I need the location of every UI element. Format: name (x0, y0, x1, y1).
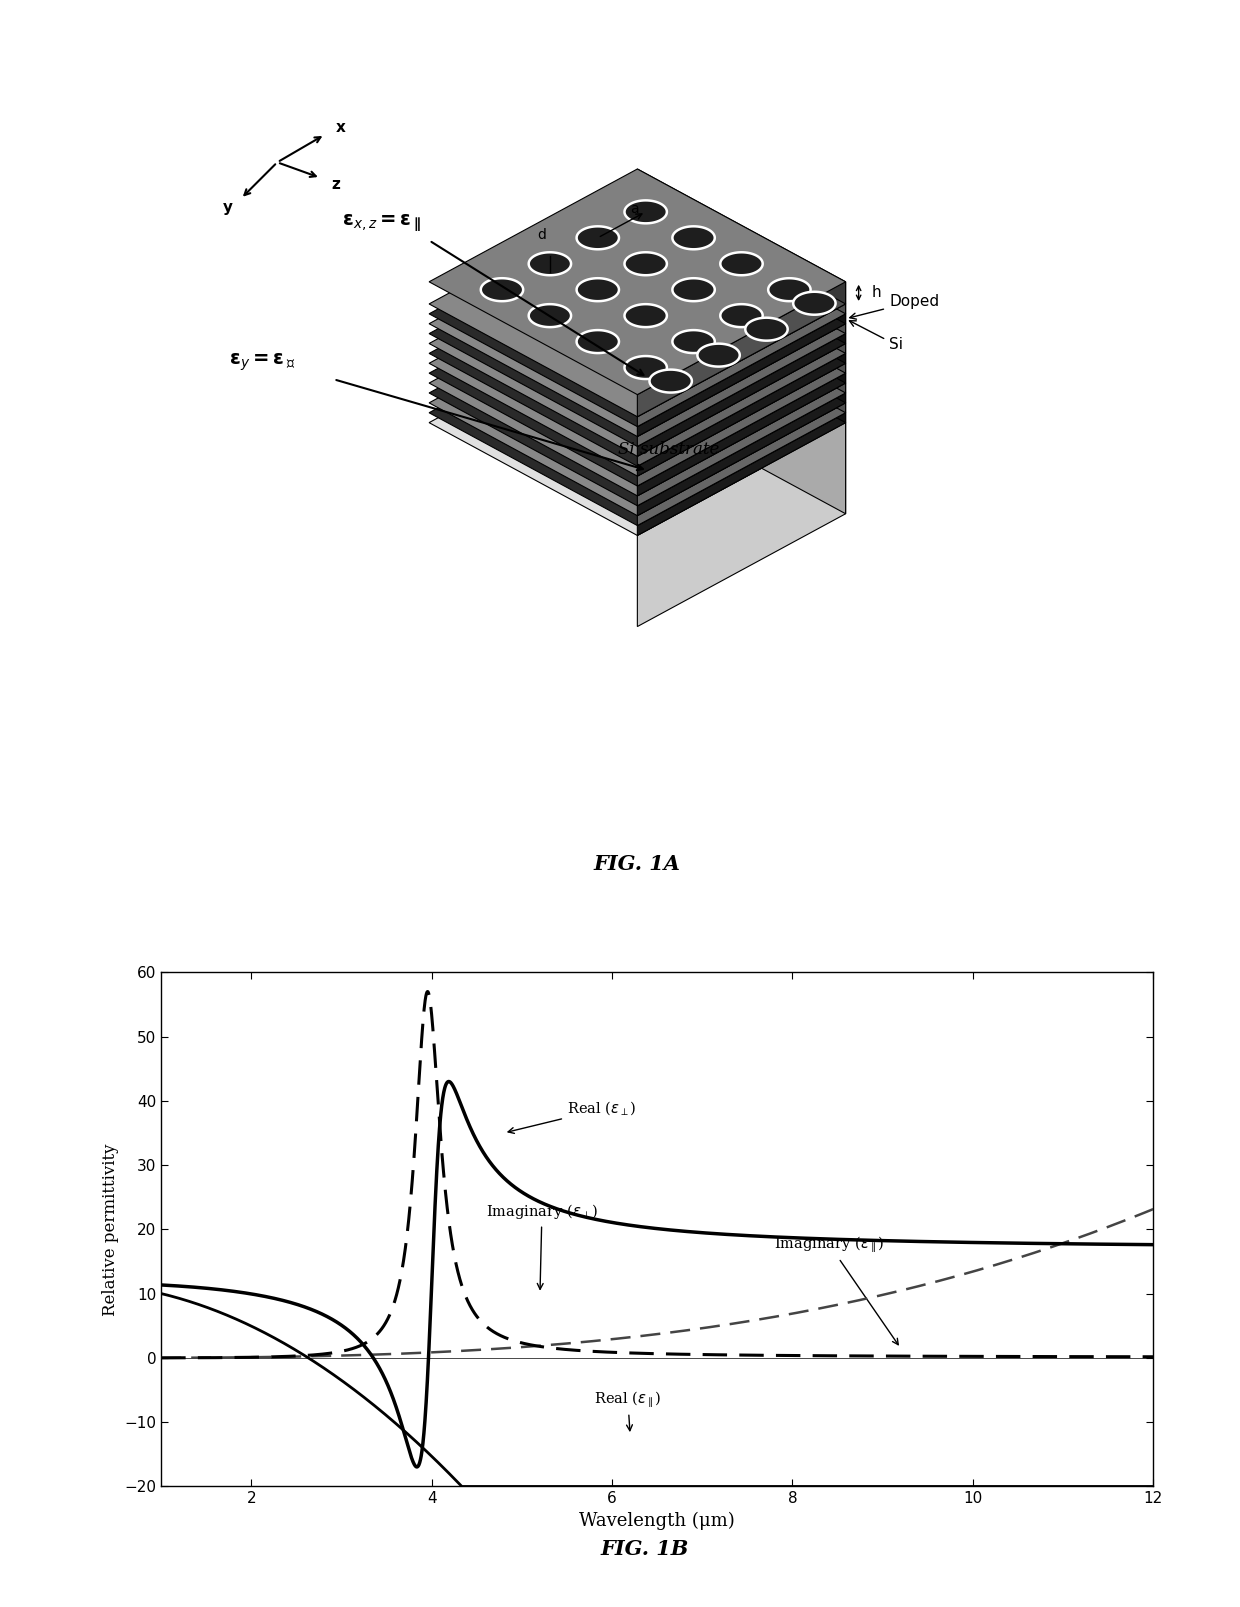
Polygon shape (637, 270, 846, 394)
Polygon shape (637, 313, 846, 437)
Polygon shape (625, 252, 667, 275)
Polygon shape (429, 231, 846, 456)
Text: Real ($\varepsilon_\perp$): Real ($\varepsilon_\perp$) (508, 1099, 636, 1133)
Polygon shape (637, 323, 846, 447)
Text: $\boldsymbol{\varepsilon}_{x,z}$$\mathbf{=\varepsilon_{\parallel}}$: $\boldsymbol{\varepsilon}_{x,z}$$\mathbf… (342, 212, 422, 233)
Polygon shape (637, 301, 846, 423)
Polygon shape (745, 318, 787, 341)
Polygon shape (637, 334, 846, 456)
Polygon shape (429, 301, 846, 525)
Text: z: z (332, 177, 341, 193)
Polygon shape (429, 191, 846, 416)
Text: Real ($\varepsilon_{\parallel}$): Real ($\varepsilon_{\parallel}$) (594, 1388, 662, 1430)
Polygon shape (637, 304, 846, 426)
Polygon shape (577, 278, 619, 301)
Polygon shape (637, 241, 846, 363)
Polygon shape (637, 281, 846, 416)
Polygon shape (794, 292, 836, 315)
Polygon shape (429, 260, 846, 485)
Text: FIG. 1B: FIG. 1B (600, 1540, 689, 1559)
Polygon shape (769, 278, 811, 301)
Polygon shape (637, 363, 846, 485)
Polygon shape (637, 201, 846, 323)
Polygon shape (577, 329, 619, 354)
Polygon shape (528, 304, 572, 328)
Polygon shape (637, 231, 846, 354)
Polygon shape (637, 310, 846, 514)
Polygon shape (625, 304, 667, 328)
Polygon shape (637, 289, 846, 413)
Text: Si: Si (849, 321, 903, 352)
Polygon shape (429, 241, 846, 466)
Polygon shape (720, 304, 763, 328)
X-axis label: Wavelength (μm): Wavelength (μm) (579, 1512, 735, 1530)
Polygon shape (481, 278, 523, 301)
Text: Si substrate: Si substrate (618, 442, 719, 458)
Text: Doped: Doped (849, 294, 939, 320)
Polygon shape (720, 252, 763, 275)
Polygon shape (429, 211, 846, 437)
Polygon shape (625, 357, 667, 379)
Polygon shape (637, 191, 846, 313)
Polygon shape (637, 280, 846, 403)
Polygon shape (637, 220, 846, 344)
Polygon shape (429, 220, 846, 447)
Polygon shape (697, 344, 740, 366)
Polygon shape (429, 270, 846, 497)
Polygon shape (637, 344, 846, 466)
Polygon shape (625, 201, 667, 223)
Polygon shape (672, 227, 714, 249)
Polygon shape (429, 251, 846, 476)
Polygon shape (429, 280, 846, 506)
Text: $\boldsymbol{\varepsilon}_{y}$$\mathbf{=\varepsilon_{\perp}}$: $\boldsymbol{\varepsilon}_{y}$$\mathbf{=… (229, 352, 296, 373)
Polygon shape (429, 289, 846, 516)
Polygon shape (637, 403, 846, 525)
Text: a: a (630, 202, 639, 217)
Polygon shape (429, 201, 846, 426)
Text: x: x (336, 121, 346, 135)
Polygon shape (637, 169, 846, 304)
Polygon shape (637, 251, 846, 373)
Polygon shape (637, 354, 846, 476)
Polygon shape (637, 413, 846, 535)
Polygon shape (637, 394, 846, 516)
Polygon shape (637, 373, 846, 497)
Polygon shape (429, 310, 846, 535)
Polygon shape (528, 252, 572, 275)
Polygon shape (637, 423, 846, 627)
Polygon shape (577, 227, 619, 249)
Text: Imaginary ($\varepsilon_{\parallel}$): Imaginary ($\varepsilon_{\parallel}$) (775, 1234, 898, 1345)
Text: h: h (872, 286, 882, 301)
Text: FIG. 1A: FIG. 1A (594, 853, 681, 874)
Polygon shape (650, 370, 692, 392)
Text: y: y (223, 199, 233, 215)
Polygon shape (637, 211, 846, 334)
Polygon shape (637, 382, 846, 506)
Polygon shape (637, 260, 846, 382)
Y-axis label: Relative permittivity: Relative permittivity (102, 1143, 119, 1316)
Text: d: d (537, 228, 546, 243)
Polygon shape (429, 169, 846, 395)
Text: Imaginary ($\varepsilon_\perp$): Imaginary ($\varepsilon_\perp$) (486, 1202, 598, 1289)
Polygon shape (672, 278, 714, 301)
Polygon shape (672, 329, 714, 354)
